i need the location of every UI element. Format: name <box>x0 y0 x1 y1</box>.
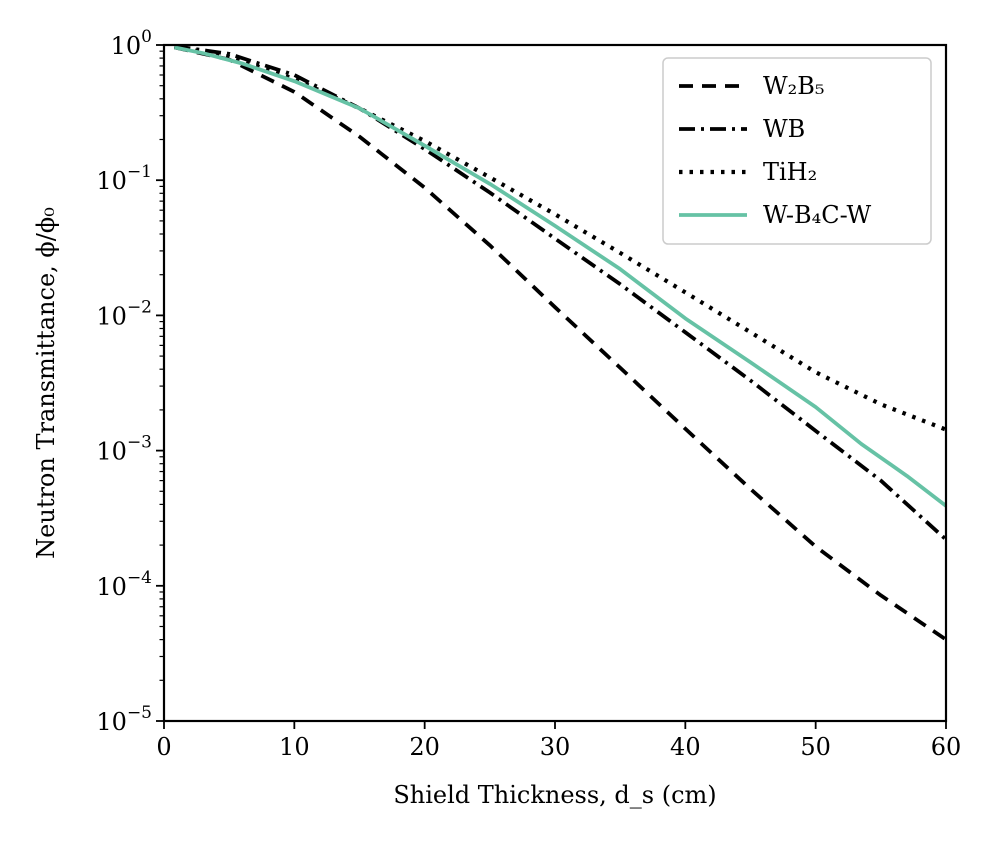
y-tick-label: 10−2 <box>96 297 152 330</box>
x-tick-label: 50 <box>800 733 831 761</box>
y-tick-label: 10−5 <box>96 703 152 736</box>
x-tick-label: 30 <box>540 733 571 761</box>
y-tick-label: 10−3 <box>96 433 152 466</box>
y-axis: 100 10−1 10−2 10−3 10−4 10−5 <box>96 27 164 736</box>
y-tick-label: 10−4 <box>96 568 152 601</box>
x-tick-label: 0 <box>156 733 171 761</box>
series-line-0 <box>174 45 946 642</box>
x-tick-label: 10 <box>279 733 310 761</box>
y-tick-label: 100 <box>111 27 152 60</box>
legend-box <box>662 57 932 245</box>
legend-label-1: WB <box>763 115 805 143</box>
series-lines <box>174 45 946 642</box>
y-tick-label: 10−1 <box>96 162 152 195</box>
y-axis-label: Neutron Transmittance, ϕ/ϕ₀ <box>32 207 60 559</box>
legend-label-2: TiH₂ <box>763 158 817 186</box>
x-tick-label: 40 <box>670 733 701 761</box>
series-line-3 <box>174 45 946 508</box>
legend: W₂B₅ WB TiH₂ W-B₄C-W <box>662 57 932 245</box>
x-tick-label: 60 <box>931 733 962 761</box>
x-axis-label: Shield Thickness, d_s (cm) <box>393 781 716 809</box>
series-line-1 <box>174 45 946 541</box>
legend-label-3: W-B₄C-W <box>763 201 871 229</box>
x-tick-label: 20 <box>409 733 440 761</box>
plot-frame <box>162 43 948 723</box>
legend-label-0: W₂B₅ <box>763 72 825 100</box>
x-axis: 0 10 20 30 40 50 60 <box>156 721 961 761</box>
